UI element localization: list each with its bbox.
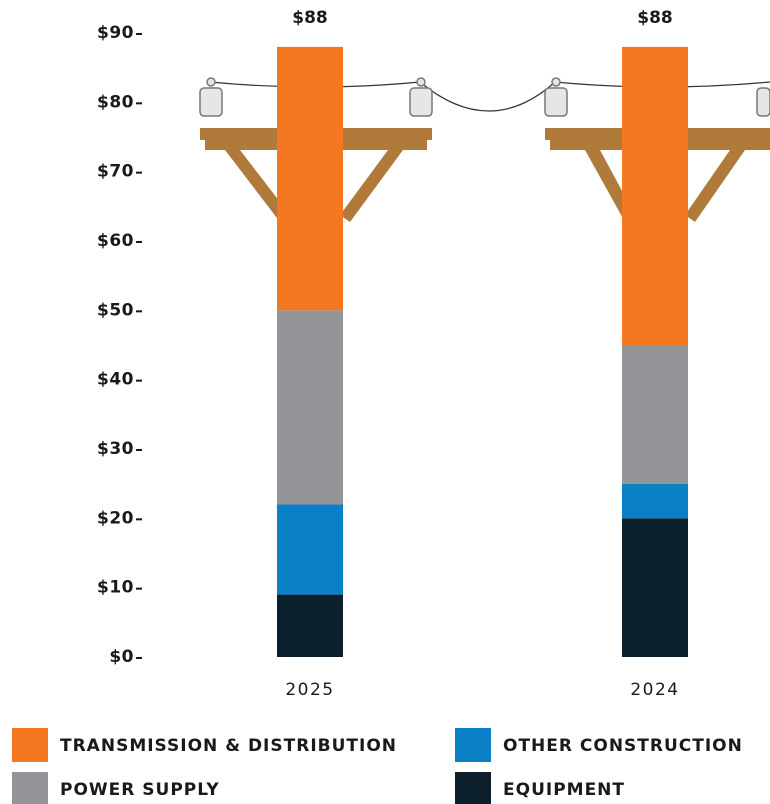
x-tick-label: 2025 <box>285 680 334 700</box>
bar-segment <box>277 595 343 657</box>
chart: $0 $10 $20 $30 $40 $50 $60 $70 $80 $90 2025 $88 2024… <box>0 0 770 804</box>
legend-swatch <box>455 728 491 762</box>
bar-segment <box>277 47 343 310</box>
legend-swatch <box>12 772 48 804</box>
legend-label: OTHER CONSTRUCTION <box>503 736 743 756</box>
x-tick-label: 2024 <box>630 680 679 700</box>
legend-label: POWER SUPPLY <box>60 780 220 800</box>
y-tick-label: $90 <box>97 23 134 43</box>
y-tick-label: $0 <box>109 647 134 667</box>
legend-swatch <box>12 728 48 762</box>
bar-segment <box>277 504 343 594</box>
y-tick-label: $40 <box>97 370 134 390</box>
bar-segment <box>622 47 688 345</box>
y-tick-label: $50 <box>97 300 134 320</box>
bar-segment <box>622 345 688 484</box>
y-tick-label: $30 <box>97 439 134 459</box>
y-tick-label: $20 <box>97 508 134 528</box>
legend-swatch <box>455 772 491 804</box>
total-label: $88 <box>292 8 328 28</box>
total-label: $88 <box>637 8 673 28</box>
y-tick-label: $60 <box>97 231 134 251</box>
legend-label: EQUIPMENT <box>503 780 625 800</box>
y-tick-label: $80 <box>97 92 134 112</box>
bar-segment <box>622 518 688 657</box>
bar-segment <box>277 310 343 504</box>
bar-segment <box>622 484 688 519</box>
legend-label: TRANSMISSION & DISTRIBUTION <box>60 736 397 756</box>
y-tick-label: $70 <box>97 162 134 182</box>
y-tick-label: $10 <box>97 578 134 598</box>
